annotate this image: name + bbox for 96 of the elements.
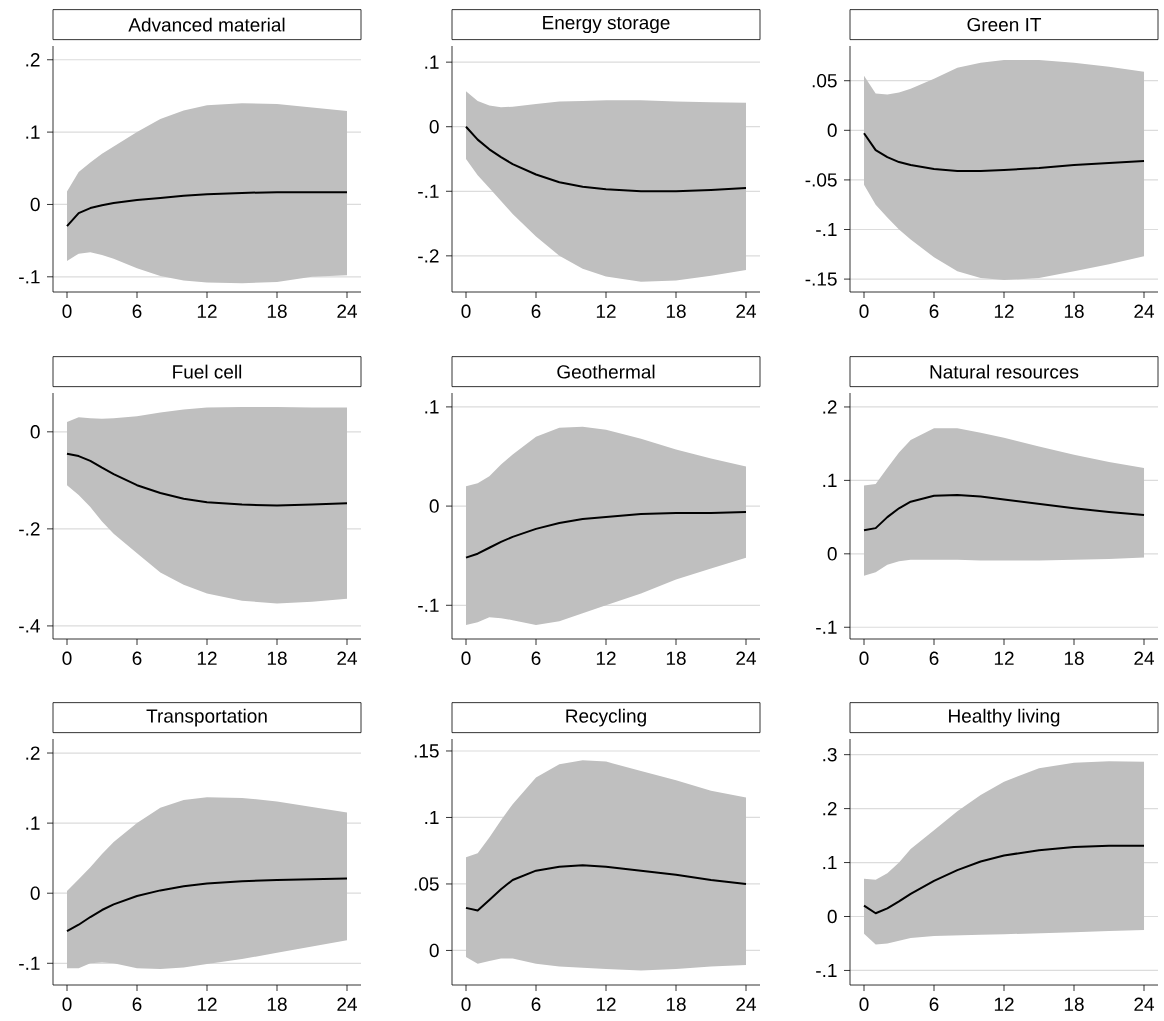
y-tick-label: 0 — [827, 123, 837, 138]
y-tick-label: 0 — [827, 909, 837, 924]
x-tick-label: 24 — [736, 997, 757, 1011]
x-tick-label: 24 — [1134, 997, 1155, 1011]
x-tick-label: 0 — [461, 997, 471, 1011]
y-tick-label: -.1 — [816, 222, 837, 237]
line-series — [465, 125, 748, 193]
x-tick-label: 18 — [267, 997, 287, 1011]
x-tick-label: 0 — [859, 651, 869, 665]
x-tick-label: 12 — [596, 651, 616, 665]
x-tick-label: 18 — [666, 651, 686, 665]
y-tick-label: -.4 — [19, 619, 40, 633]
y-tick-label: -.1 — [19, 956, 40, 970]
line-series — [66, 877, 348, 933]
x-tick-label: 24 — [1134, 304, 1155, 318]
y-tick-label: .15 — [414, 744, 439, 758]
x-tick-label: 6 — [531, 997, 541, 1011]
x-tick-label: 24 — [337, 304, 358, 318]
y-tick-label: 0 — [30, 197, 40, 212]
chart-title: Transportation — [146, 708, 267, 727]
x-tick-label: 6 — [929, 997, 939, 1011]
x-tick-label: 12 — [994, 304, 1014, 318]
chart-title: Fuel cell — [173, 364, 242, 379]
chart-title: Geothermal — [557, 364, 655, 379]
y-tick-label: .05 — [812, 73, 837, 88]
y-tick-label: -.15 — [805, 272, 837, 286]
y-tick-label: -.1 — [816, 620, 837, 634]
y-tick-label: .1 — [425, 400, 439, 414]
x-tick-label: 18 — [1064, 304, 1084, 318]
x-tick-label: 12 — [197, 997, 217, 1011]
chart-title: Natural resources — [930, 364, 1079, 379]
y-tick-label: -.1 — [19, 270, 40, 284]
x-tick-label: 12 — [197, 304, 217, 318]
y-tick-label: .1 — [823, 856, 837, 870]
x-tick-label: 18 — [267, 651, 287, 665]
y-tick-label: .1 — [425, 55, 439, 69]
x-tick-label: 12 — [197, 651, 217, 665]
x-tick-label: 0 — [62, 304, 72, 318]
x-tick-label: 6 — [929, 651, 939, 665]
x-tick-label: 18 — [666, 304, 686, 318]
line-series — [465, 864, 748, 912]
y-tick-label: .3 — [823, 747, 837, 762]
x-tick-label: 18 — [666, 997, 686, 1011]
y-tick-label: -.1 — [418, 598, 439, 612]
chart-title: Advanced material — [128, 17, 285, 32]
x-tick-label: 24 — [1134, 651, 1155, 665]
line-series — [66, 452, 348, 507]
x-tick-label: 12 — [596, 997, 616, 1011]
y-tick-label: .2 — [823, 801, 837, 816]
x-tick-label: 24 — [337, 997, 358, 1011]
line-series — [863, 844, 1146, 915]
x-tick-label: 6 — [929, 304, 939, 318]
y-tick-label: -.2 — [418, 249, 439, 263]
y-tick-label: .2 — [823, 400, 837, 414]
y-tick-label: 0 — [30, 886, 40, 900]
y-tick-label: .2 — [26, 746, 40, 760]
y-tick-label: .1 — [425, 810, 439, 824]
x-tick-label: 0 — [859, 997, 869, 1011]
x-tick-label: 12 — [994, 997, 1014, 1011]
x-tick-label: 6 — [132, 651, 142, 665]
x-tick-label: 24 — [736, 304, 757, 318]
x-tick-label: 18 — [1064, 651, 1084, 665]
x-tick-label: 24 — [337, 651, 358, 665]
x-tick-label: 6 — [132, 997, 142, 1011]
x-tick-label: 18 — [1064, 997, 1084, 1011]
y-tick-label: -.1 — [816, 963, 837, 977]
y-tick-label: .1 — [823, 473, 837, 487]
y-tick-label: 0 — [429, 499, 439, 513]
chart-title: Healthy living — [949, 708, 1060, 727]
y-tick-label: .1 — [26, 125, 40, 139]
x-tick-label: 24 — [736, 651, 757, 665]
y-tick-label: .1 — [26, 816, 40, 830]
x-tick-label: 6 — [132, 304, 142, 318]
line-series — [465, 511, 748, 559]
y-tick-label: -.1 — [418, 184, 439, 198]
y-tick-label: .2 — [26, 53, 40, 67]
x-tick-label: 0 — [461, 651, 471, 665]
x-tick-label: 6 — [531, 651, 541, 665]
x-tick-label: 12 — [994, 651, 1014, 665]
x-tick-label: 0 — [62, 651, 72, 665]
y-tick-label: 0 — [429, 119, 439, 134]
x-tick-label: 0 — [859, 304, 869, 318]
x-tick-label: 0 — [461, 304, 471, 318]
y-tick-label: 0 — [827, 547, 837, 561]
chart-title: Energy storage — [543, 16, 670, 34]
x-tick-label: 0 — [62, 997, 72, 1011]
x-tick-label: 18 — [267, 304, 287, 318]
y-tick-label: 0 — [429, 943, 439, 958]
y-tick-label: 0 — [30, 425, 40, 439]
y-tick-label: -.05 — [805, 173, 837, 187]
x-tick-label: 12 — [596, 304, 616, 318]
chart-title: Green IT — [967, 17, 1042, 32]
y-tick-label: -.2 — [19, 522, 40, 536]
y-tick-label: .05 — [414, 877, 439, 891]
chart-title: Recycling — [566, 708, 646, 727]
x-tick-label: 6 — [531, 304, 541, 318]
